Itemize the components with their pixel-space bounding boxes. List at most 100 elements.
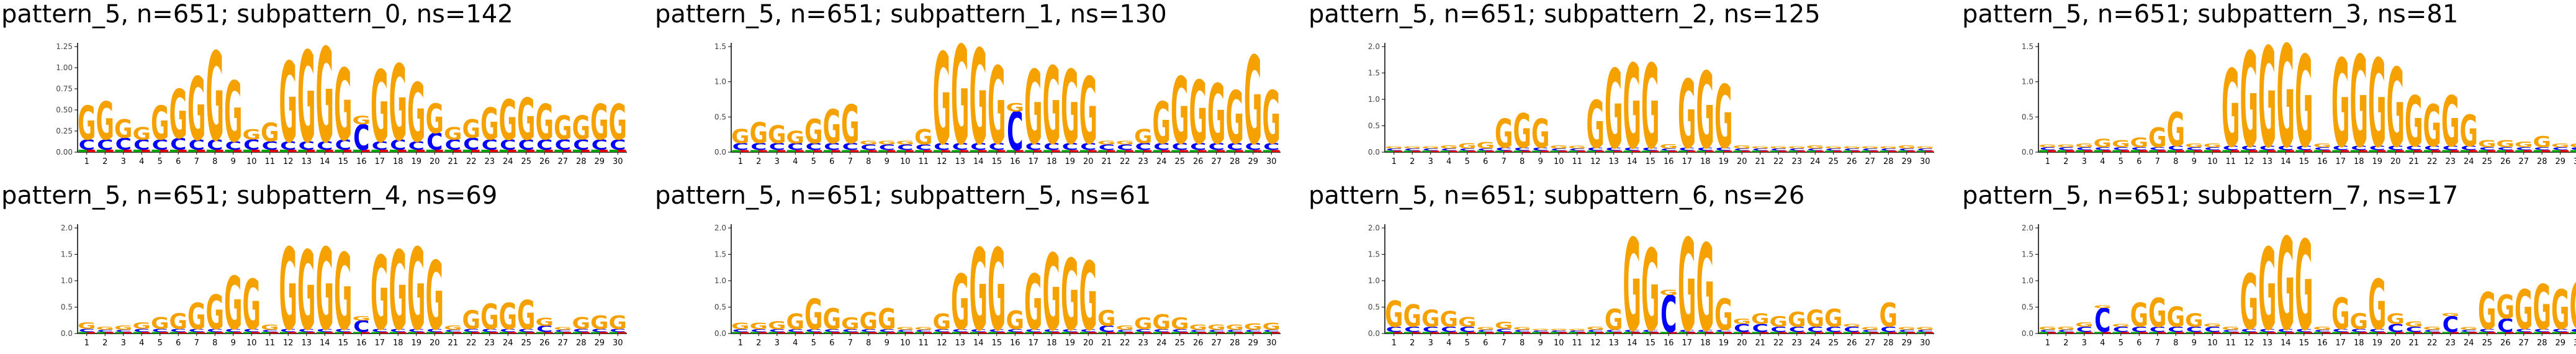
logo-letter-C: C <box>1099 324 1115 334</box>
logo-letter-G: G <box>353 315 371 322</box>
logo-letter-G: G <box>1678 212 1696 354</box>
base-strip-A <box>169 150 179 152</box>
logo-letter-G: G <box>517 293 535 338</box>
base-strip-A <box>151 332 160 334</box>
logo-letter-C: C <box>824 329 840 333</box>
base-strip-A <box>1422 332 1431 334</box>
base-strip-T <box>1467 150 1476 152</box>
base-strip-T <box>618 150 626 152</box>
x-tick-label: 20 <box>430 157 440 166</box>
base-strip-A <box>279 150 289 152</box>
x-tick-label: 23 <box>1791 338 1802 348</box>
logo-letter-G: G <box>407 225 425 354</box>
base-strip-A <box>860 332 869 334</box>
logo-letter-G: G <box>133 124 151 144</box>
logo-panel-4: pattern_5, n=651; subpattern_4, ns=69 0.0… <box>1 181 627 354</box>
base-strip-A <box>2423 150 2433 152</box>
logo-letter-G: G <box>878 302 896 337</box>
y-tick-label: 0.0 <box>714 148 726 157</box>
logo-letter-C: C <box>353 118 369 158</box>
logo-letter-G: G <box>2533 272 2551 344</box>
base-strip-A <box>444 150 453 152</box>
x-tick-label: 4 <box>1446 157 1451 166</box>
base-strip-T <box>581 150 590 152</box>
base-strip-T <box>1595 150 1604 152</box>
x-tick-label: 24 <box>2464 157 2474 166</box>
logo-letter-G: G <box>1421 146 1439 149</box>
y-tick-label: 0.5 <box>714 303 726 312</box>
base-strip-A <box>2130 332 2140 334</box>
logo-letter-C: C <box>390 137 406 153</box>
logo-letter-G: G <box>444 124 462 144</box>
x-tick-label: 30 <box>2574 157 2576 166</box>
base-strip-A <box>1135 332 1143 334</box>
base-strip-A <box>1660 332 1669 334</box>
logo-letter-G: G <box>2057 326 2075 331</box>
base-strip-T <box>1613 332 1623 334</box>
x-tick-label: 20 <box>2390 338 2401 348</box>
x-tick-label: 3 <box>2082 338 2087 348</box>
logo-letter-C: C <box>1569 330 1585 332</box>
logo-letter-G: G <box>1153 89 1171 157</box>
x-tick-label: 30 <box>613 157 623 166</box>
base-strip-A <box>554 332 563 334</box>
logo-letter-C: C <box>1551 330 1567 332</box>
base-strip-T <box>1632 332 1641 334</box>
x-tick-label: 17 <box>1028 338 1038 348</box>
base-strip-A <box>768 332 777 334</box>
logo-letter-G: G <box>2441 81 2459 163</box>
base-strip-T <box>86 150 96 152</box>
x-tick-label: 2 <box>2063 338 2068 348</box>
base-strip-T <box>2102 332 2111 334</box>
x-tick-label: 3 <box>1428 338 1433 348</box>
x-tick-label: 13 <box>955 157 965 166</box>
base-strip-A <box>988 150 997 152</box>
x-tick-label: 22 <box>466 338 477 348</box>
base-strip-T <box>2432 150 2441 152</box>
x-tick-label: 11 <box>2225 338 2236 348</box>
x-tick-label: 18 <box>393 338 403 348</box>
base-strip-T <box>1723 150 1732 152</box>
base-strip-A <box>1513 332 1523 334</box>
base-strip-A <box>1569 332 1577 334</box>
logo-letter-G: G <box>860 140 878 146</box>
logo-letter-G: G <box>988 225 1006 354</box>
logo-letter-C: C <box>463 328 479 333</box>
base-strip-A <box>2259 332 2268 334</box>
logo-letter-G: G <box>1696 219 1714 354</box>
x-tick-label: 13 <box>301 338 312 348</box>
base-strip-A <box>750 150 759 152</box>
logo-letter-C: C <box>769 141 785 153</box>
x-tick-label: 27 <box>2518 157 2529 166</box>
logo-letter-C: C <box>2479 147 2495 151</box>
x-tick-label: 3 <box>1428 157 1433 166</box>
base-strip-T <box>2359 150 2367 152</box>
logo-letter-G: G <box>1458 142 1476 151</box>
logo-letter-G: G <box>334 48 352 163</box>
base-strip-T <box>160 332 169 334</box>
logo-letter-G: G <box>2368 266 2386 345</box>
logo-letter-C: C <box>1441 325 1457 334</box>
x-tick-label: 14 <box>2281 157 2291 166</box>
logo-letter-C: C <box>1734 322 1750 334</box>
logo-letter-C: C <box>573 328 589 333</box>
logo-letter-G: G <box>1226 324 1244 332</box>
x-tick-label: 4 <box>1446 338 1451 348</box>
panel-title: pattern_5, n=651; subpattern_7, ns=17 <box>1962 181 2458 210</box>
base-strip-A <box>261 332 270 334</box>
logo-letter-G: G <box>1641 40 1659 175</box>
base-strip-T <box>269 150 279 152</box>
base-strip-T <box>1815 150 1824 152</box>
logo-letter-C: C <box>750 329 767 333</box>
base-strip-T <box>2395 150 2404 152</box>
x-tick-label: 12 <box>283 338 294 348</box>
base-strip-A <box>536 150 545 152</box>
logo-letter-C: C <box>2516 147 2532 151</box>
x-tick-label: 9 <box>231 338 236 348</box>
base-strip-A <box>1916 150 1925 152</box>
base-strip-T <box>2469 150 2477 152</box>
base-strip-A <box>499 150 508 152</box>
logo-letter-G: G <box>316 22 334 173</box>
logo-letter-G: G <box>804 291 822 340</box>
logo-letter-G: G <box>1660 143 1678 150</box>
